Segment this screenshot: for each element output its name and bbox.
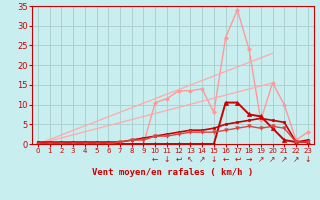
Text: →: →	[246, 155, 252, 164]
Text: ↩: ↩	[175, 155, 182, 164]
Text: ↗: ↗	[293, 155, 299, 164]
Text: ↩: ↩	[234, 155, 241, 164]
Text: ←: ←	[222, 155, 229, 164]
Text: ↖: ↖	[187, 155, 194, 164]
X-axis label: Vent moyen/en rafales ( km/h ): Vent moyen/en rafales ( km/h )	[92, 168, 253, 177]
Text: ↗: ↗	[199, 155, 205, 164]
Text: ↓: ↓	[305, 155, 311, 164]
Text: ↗: ↗	[258, 155, 264, 164]
Text: ←: ←	[152, 155, 158, 164]
Text: ↗: ↗	[269, 155, 276, 164]
Text: ↓: ↓	[164, 155, 170, 164]
Text: ↗: ↗	[281, 155, 287, 164]
Text: ↓: ↓	[211, 155, 217, 164]
